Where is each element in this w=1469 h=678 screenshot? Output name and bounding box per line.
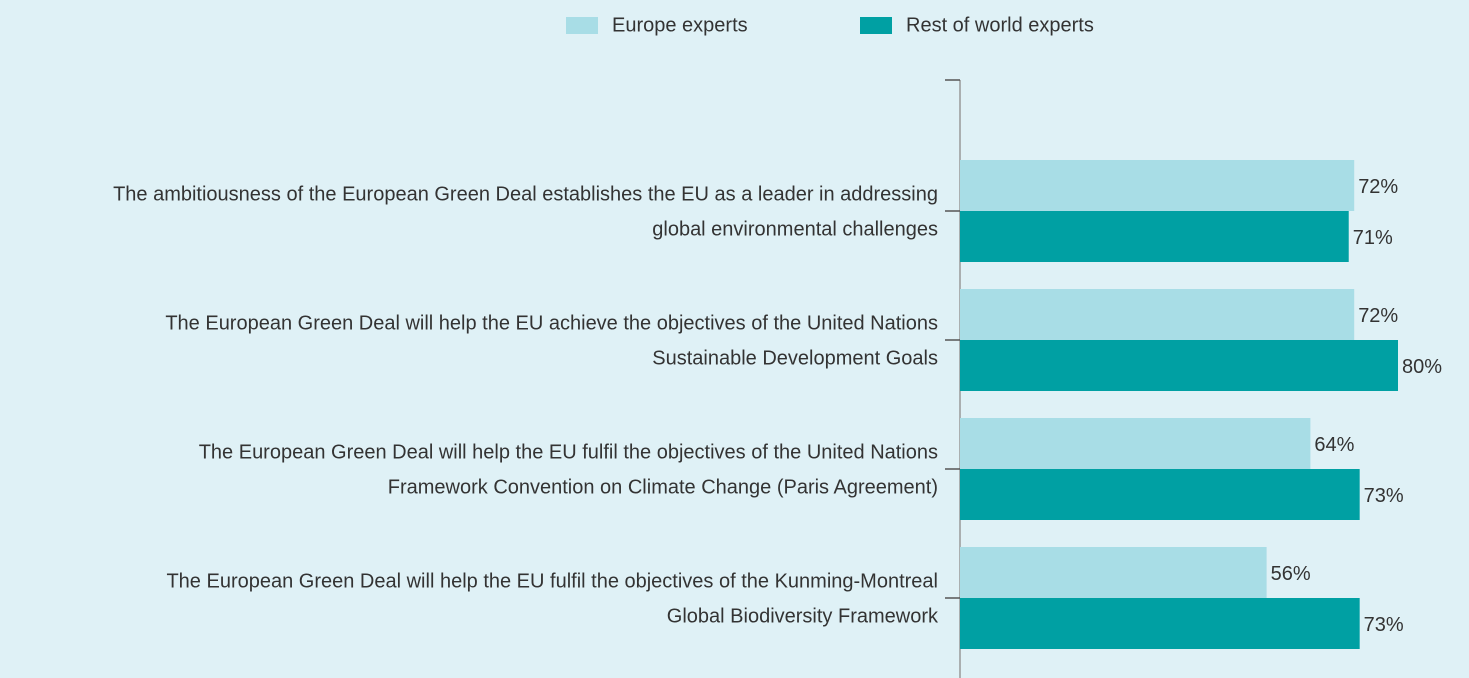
value-label: 56% [1271, 563, 1311, 585]
bar [960, 340, 1398, 391]
value-label: 73% [1364, 614, 1404, 636]
legend-swatch [860, 17, 892, 34]
bar [960, 418, 1311, 469]
category-label: The European Green Deal will help the EU… [165, 312, 938, 334]
legend-swatch [566, 17, 598, 34]
value-label: 64% [1314, 434, 1354, 456]
category-label: The European Green Deal will help the EU… [199, 441, 938, 463]
category-label: The ambitiousness of the European Green … [113, 183, 938, 205]
value-label: 80% [1402, 356, 1442, 378]
category-label: Sustainable Development Goals [652, 347, 938, 369]
bar [960, 211, 1349, 262]
value-label: 72% [1358, 305, 1398, 327]
category-label: Framework Convention on Climate Change (… [388, 476, 938, 498]
value-label: 71% [1353, 227, 1393, 249]
legend-label: Rest of world experts [906, 14, 1094, 36]
value-label: 73% [1364, 485, 1404, 507]
bar [960, 289, 1355, 340]
category-label: The European Green Deal will help the EU… [166, 570, 938, 592]
category-label: global environmental challenges [652, 218, 938, 240]
category-label: Global Biodiversity Framework [667, 605, 939, 627]
bar [960, 160, 1355, 211]
bar [960, 469, 1360, 520]
bar [960, 547, 1267, 598]
bar [960, 598, 1360, 649]
value-label: 72% [1358, 176, 1398, 198]
legend-label: Europe experts [612, 14, 748, 36]
